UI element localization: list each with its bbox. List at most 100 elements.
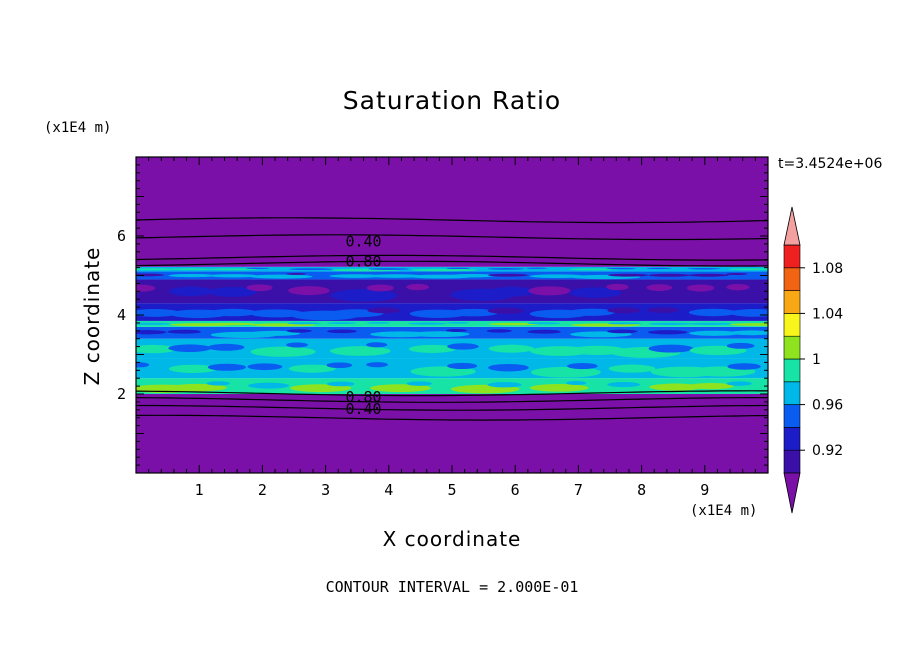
colorbar-segment: [783, 427, 801, 451]
field-patch: [286, 329, 312, 333]
field-patch: [370, 384, 431, 393]
field-patch: [446, 328, 467, 333]
field-patch: [136, 268, 176, 271]
field-patch: [688, 308, 737, 317]
field-patch: [688, 273, 729, 277]
chart-title: Saturation Ratio: [342, 86, 562, 115]
y-axis-unit: (x1E4 m): [44, 120, 112, 136]
field-patch: [529, 384, 589, 392]
contour-line: [136, 390, 768, 397]
field-patch: [487, 307, 524, 314]
x-axis-unit: (x1E4 m): [690, 503, 758, 519]
field-patch: [726, 381, 752, 386]
field-patch: [488, 363, 529, 372]
field-patch: [527, 322, 561, 325]
field-patch: [568, 268, 619, 271]
field-patch: [208, 268, 258, 271]
field-patch: [606, 267, 636, 270]
field-patch: [526, 267, 548, 269]
field-patch: [330, 346, 391, 356]
field-patch: [246, 284, 273, 292]
field-patch: [247, 363, 283, 371]
field-patch: [326, 362, 353, 369]
colorbar-tick-label: 1.04: [812, 306, 843, 322]
field-patch: [287, 322, 321, 325]
colorbar-segment: [783, 313, 801, 337]
field-patch: [326, 322, 357, 325]
colorbar-segment: [783, 267, 801, 291]
contour-line: [136, 397, 768, 403]
field-patch: [208, 322, 256, 326]
x-tick-label: 7: [574, 481, 583, 499]
field-patch: [208, 308, 258, 317]
field-patch: [249, 330, 300, 336]
field-patch: [528, 286, 571, 296]
field-patch: [136, 344, 177, 354]
field-patch: [488, 286, 536, 297]
field-patch: [446, 267, 471, 270]
field-patch: [366, 362, 388, 368]
field-patch: [168, 273, 215, 278]
field-patch: [447, 343, 479, 350]
field-patch: [206, 381, 231, 386]
field-patch: [689, 330, 740, 336]
field-patch: [608, 364, 656, 373]
field-patch: [726, 283, 750, 291]
colorbar-segment: [783, 335, 801, 360]
field-patch: [530, 366, 601, 378]
colorbar-tick-label: 1.08: [812, 261, 843, 277]
x-tick-label: 8: [637, 481, 646, 499]
field-patch: [136, 309, 181, 317]
field-patch: [406, 283, 430, 291]
colorbar-segment: [783, 244, 801, 269]
y-tick-label: 4: [117, 306, 126, 324]
field-patch: [726, 272, 748, 276]
x-tick-label: 4: [384, 481, 393, 499]
field-patch: [648, 322, 692, 325]
field-patch: [207, 343, 245, 351]
colorbar-tick-label: 0.92: [812, 443, 843, 459]
field-patch: [248, 382, 290, 389]
colorbar-segment: [783, 449, 801, 474]
field-patch: [407, 322, 447, 325]
field-patch: [136, 284, 156, 292]
colorbar-segment: [783, 290, 801, 314]
field-patch: [406, 381, 432, 386]
field-patch: [410, 268, 478, 272]
field-patch: [608, 273, 649, 277]
field-patch: [646, 284, 673, 291]
field-patch: [366, 322, 391, 324]
field-patch: [330, 289, 398, 302]
field-patch: [168, 286, 214, 297]
field-patch: [649, 383, 703, 391]
field-patch: [326, 381, 355, 387]
field-patch: [286, 272, 307, 275]
field-patch: [250, 274, 313, 279]
field-patch: [567, 362, 598, 370]
field-patch: [688, 322, 733, 325]
field-patch: [488, 344, 535, 353]
contour-interval-note: CONTOUR INTERVAL = 2.000E-01: [325, 578, 579, 596]
field-patch: [290, 384, 352, 393]
field-patch: [688, 382, 734, 390]
field-patch: [647, 330, 688, 335]
field-patch: [168, 268, 215, 271]
field-band: [136, 320, 768, 327]
x-tick-label: 3: [321, 481, 330, 499]
field-patch: [136, 330, 167, 335]
field-patch: [408, 344, 456, 353]
field-patch: [729, 309, 768, 317]
contour-label: 0.80: [345, 388, 381, 406]
x-tick-label: 9: [700, 481, 709, 499]
field-patch: [569, 287, 622, 298]
contour-line: [136, 414, 768, 421]
field-patch: [207, 363, 247, 371]
field-patch: [486, 329, 512, 333]
field-patch: [168, 344, 212, 353]
field-patch: [646, 267, 672, 270]
field-patch: [728, 330, 768, 336]
colorbar-over-arrow: [783, 206, 801, 246]
colorbar-segment: [783, 358, 801, 383]
field-patch: [250, 346, 316, 357]
